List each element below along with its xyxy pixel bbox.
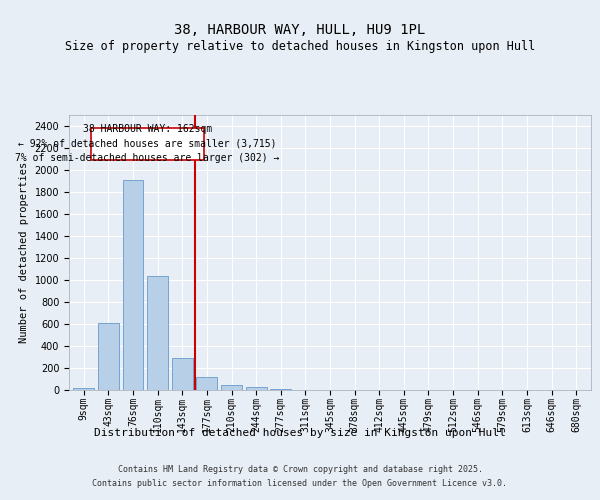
Bar	[172, 358, 193, 390]
Y-axis label: Number of detached properties: Number of detached properties	[19, 162, 29, 343]
Bar	[270, 389, 291, 390]
Bar	[122, 180, 143, 390]
Bar	[245, 387, 266, 390]
FancyBboxPatch shape	[91, 128, 204, 160]
Text: 38, HARBOUR WAY, HULL, HU9 1PL: 38, HARBOUR WAY, HULL, HU9 1PL	[175, 22, 425, 36]
Text: Contains public sector information licensed under the Open Government Licence v3: Contains public sector information licen…	[92, 480, 508, 488]
Text: Contains HM Land Registry data © Crown copyright and database right 2025.: Contains HM Land Registry data © Crown c…	[118, 466, 482, 474]
Text: Size of property relative to detached houses in Kingston upon Hull: Size of property relative to detached ho…	[65, 40, 535, 53]
Bar	[147, 276, 168, 390]
Bar	[98, 324, 119, 390]
Text: Distribution of detached houses by size in Kingston upon Hull: Distribution of detached houses by size …	[94, 428, 506, 438]
Bar	[73, 388, 94, 390]
Bar	[196, 378, 217, 390]
Text: 38 HARBOUR WAY: 162sqm
← 92% of detached houses are smaller (3,715)
7% of semi-d: 38 HARBOUR WAY: 162sqm ← 92% of detached…	[15, 124, 280, 164]
Bar	[221, 384, 242, 390]
